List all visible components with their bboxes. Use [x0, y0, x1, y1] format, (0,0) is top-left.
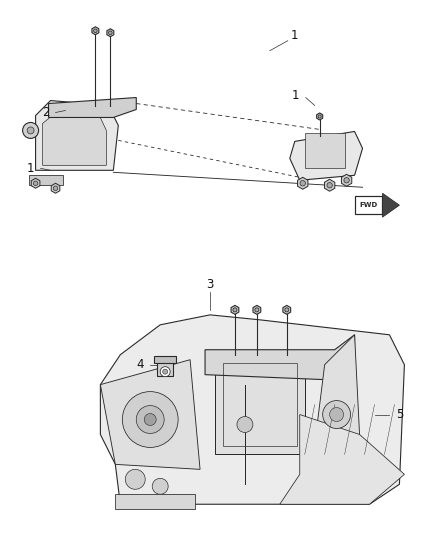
Circle shape	[300, 181, 305, 186]
Circle shape	[344, 177, 349, 183]
Polygon shape	[290, 132, 363, 180]
Bar	[157, 362, 173, 376]
Circle shape	[122, 392, 178, 447]
Polygon shape	[325, 179, 335, 191]
Circle shape	[144, 414, 156, 425]
Text: 1: 1	[291, 29, 299, 42]
Polygon shape	[42, 110, 106, 165]
Text: 2: 2	[42, 106, 49, 119]
Polygon shape	[100, 360, 200, 470]
Polygon shape	[35, 101, 118, 171]
Text: 1: 1	[292, 89, 300, 102]
Polygon shape	[297, 177, 308, 189]
Circle shape	[136, 406, 164, 433]
Polygon shape	[280, 415, 404, 504]
Circle shape	[285, 308, 289, 312]
Text: 3: 3	[206, 278, 214, 292]
Circle shape	[53, 186, 58, 190]
Text: 4: 4	[137, 358, 144, 371]
Polygon shape	[92, 27, 99, 35]
Circle shape	[94, 29, 97, 33]
Bar	[28, 175, 64, 185]
Polygon shape	[31, 178, 40, 188]
Polygon shape	[314, 335, 360, 449]
Polygon shape	[341, 174, 352, 186]
Bar	[355, 196, 382, 214]
Bar	[115, 494, 195, 509]
Circle shape	[23, 123, 39, 139]
Polygon shape	[253, 305, 261, 314]
Circle shape	[160, 367, 170, 377]
Circle shape	[152, 478, 168, 494]
Polygon shape	[49, 98, 136, 117]
Circle shape	[162, 369, 168, 374]
Circle shape	[255, 308, 259, 312]
Polygon shape	[51, 183, 60, 193]
Polygon shape	[231, 305, 239, 314]
Bar	[223, 362, 297, 447]
Polygon shape	[107, 29, 114, 37]
Polygon shape	[283, 305, 291, 314]
Circle shape	[27, 127, 34, 134]
Polygon shape	[205, 335, 355, 379]
Bar	[154, 356, 176, 362]
Polygon shape	[317, 113, 323, 120]
Circle shape	[330, 408, 343, 422]
Text: FWD: FWD	[360, 202, 378, 208]
Polygon shape	[100, 315, 404, 504]
Polygon shape	[382, 193, 399, 217]
Circle shape	[33, 181, 38, 185]
Text: 1: 1	[27, 162, 34, 175]
Circle shape	[125, 470, 145, 489]
Circle shape	[318, 115, 321, 118]
Circle shape	[237, 416, 253, 432]
Bar	[215, 355, 305, 455]
Text: 5: 5	[396, 408, 403, 421]
Circle shape	[109, 31, 112, 35]
Bar	[305, 133, 345, 168]
Circle shape	[323, 401, 350, 429]
Circle shape	[327, 183, 332, 188]
Circle shape	[233, 308, 237, 312]
